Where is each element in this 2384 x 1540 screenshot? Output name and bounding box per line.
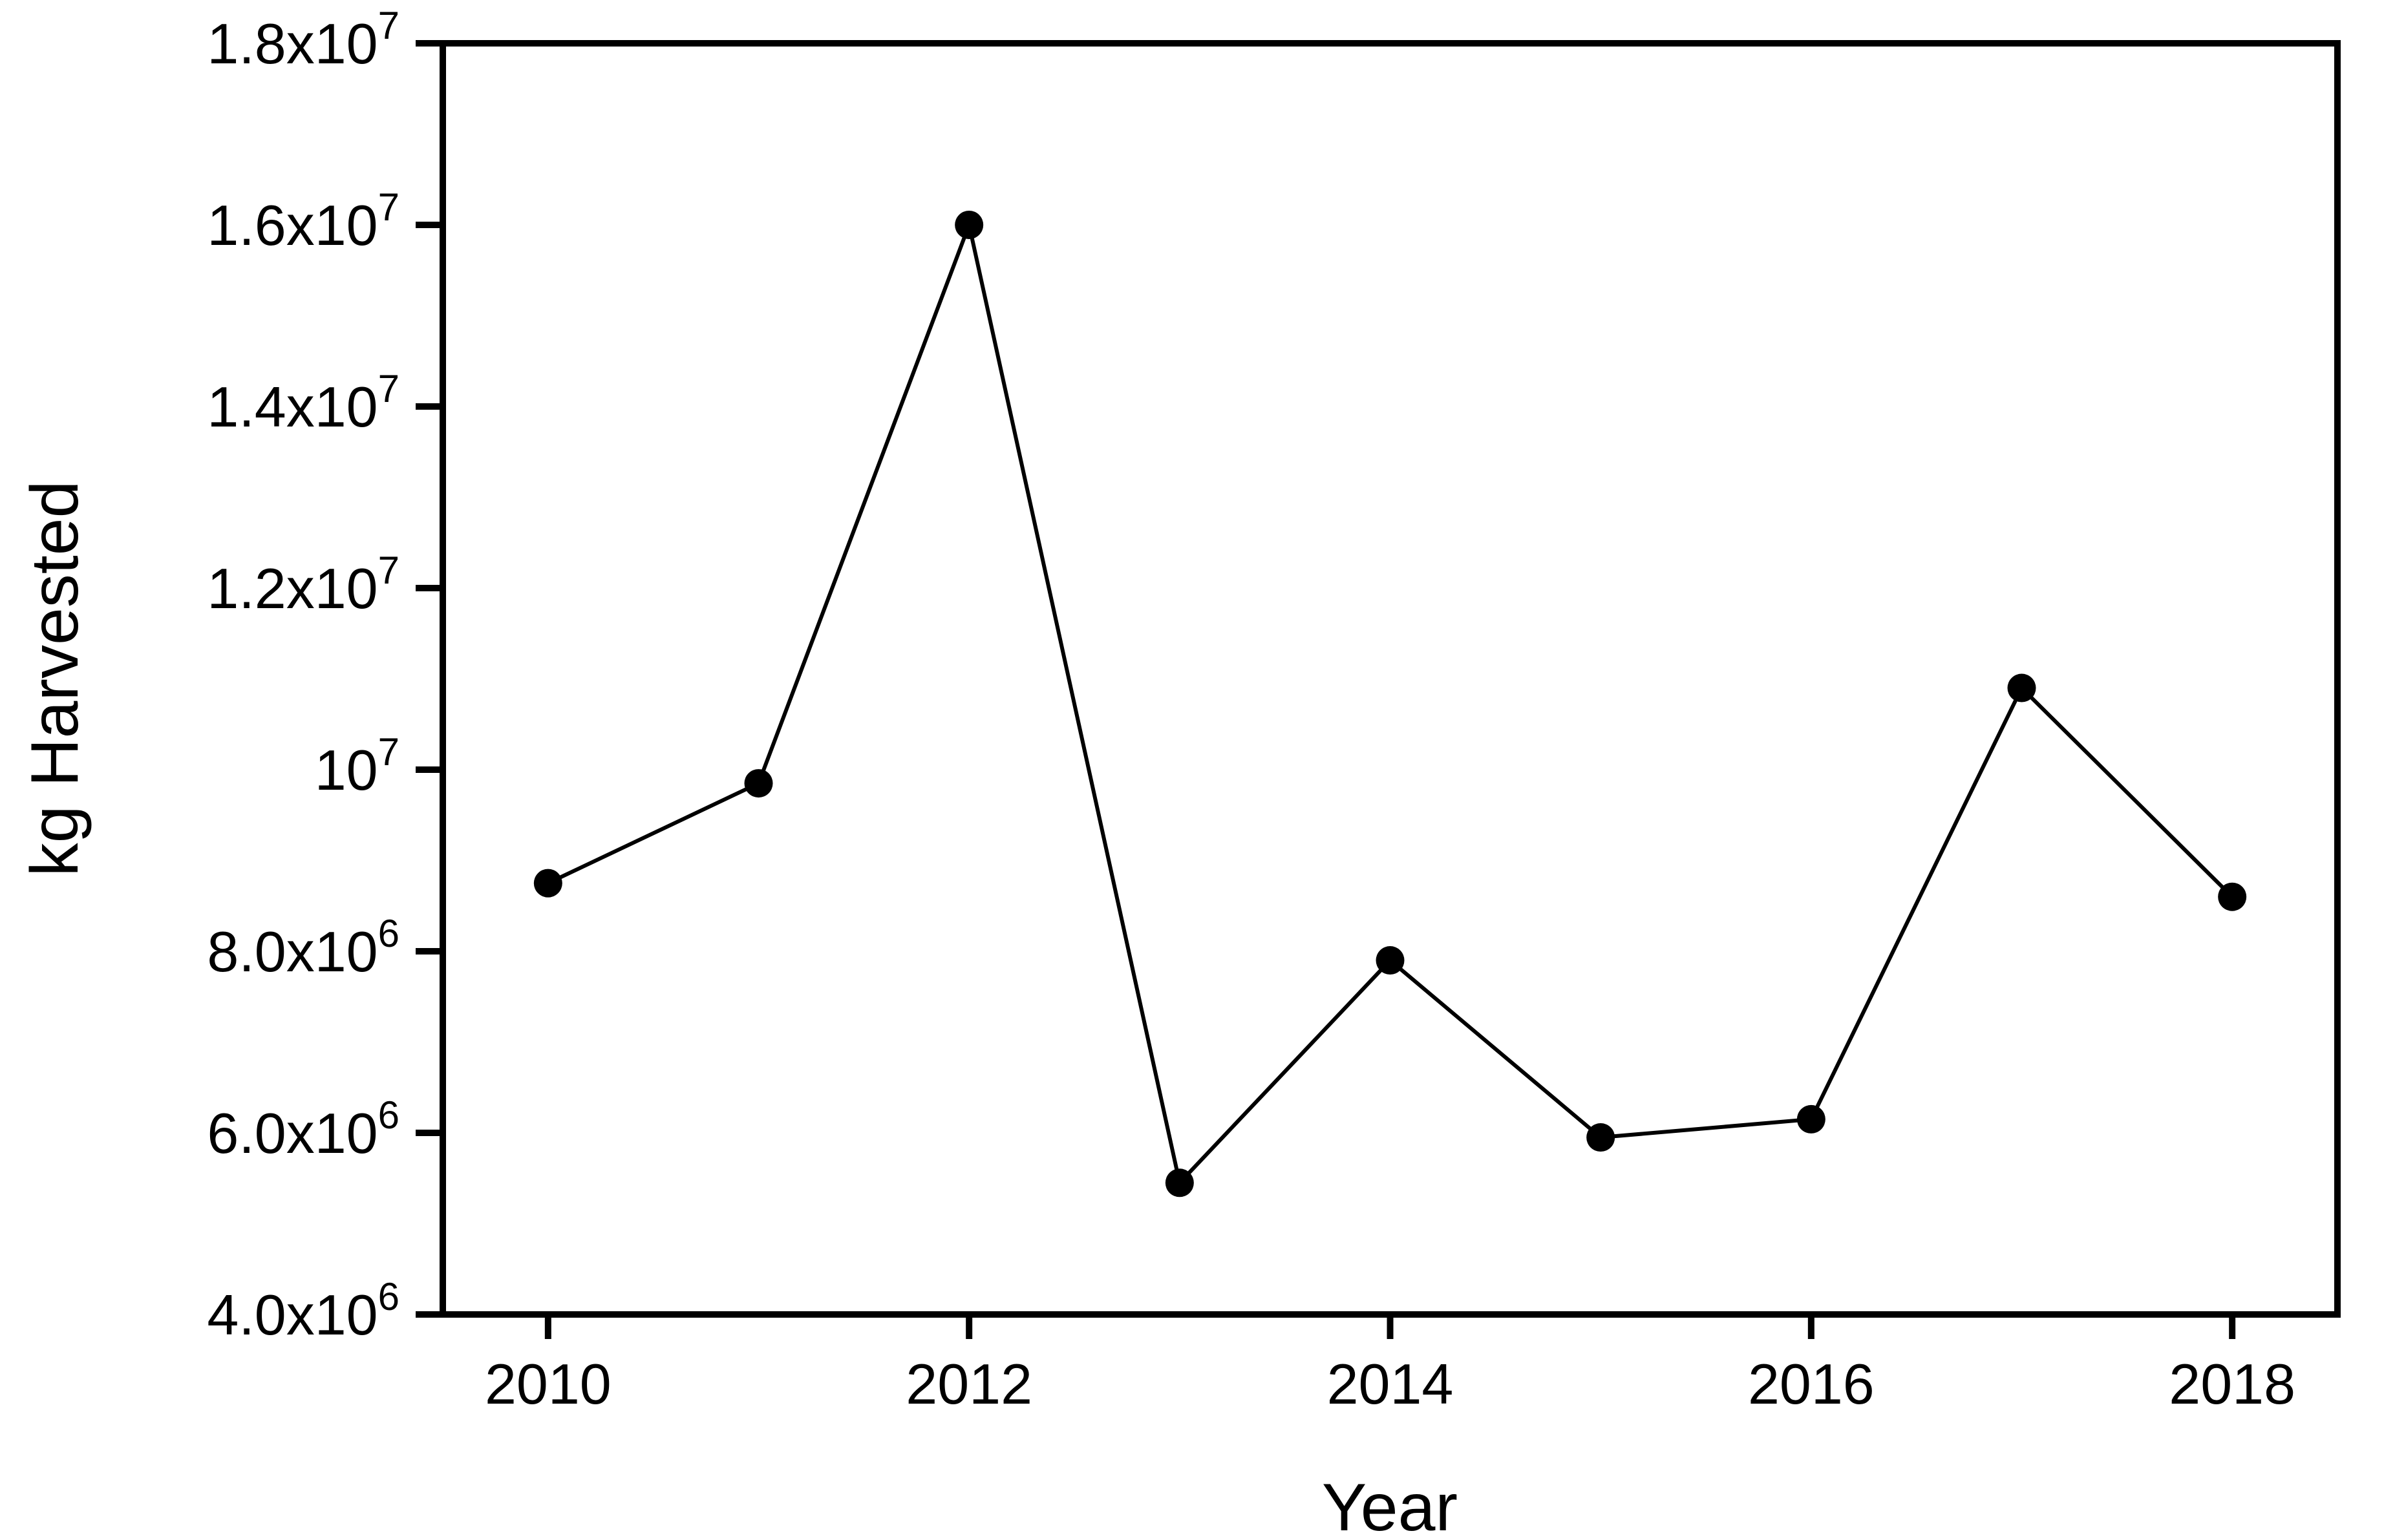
y-tick-label: 1.4x107 [207,367,399,439]
data-point [1586,1123,1615,1152]
plot-area: 1.8x107 1.6x107 1.4x107 1.2x107 107 8.0x106 6.… [207,4,2341,1416]
x-tick-label: 2014 [1327,1352,1454,1416]
x-tick-label: 2012 [906,1352,1032,1416]
y-tick-label: 6.0x106 [207,1093,399,1165]
y-axis-title: kg Harvested [17,481,92,877]
y-tick-label: 8.0x106 [207,912,399,984]
data-point [533,869,562,898]
data-point [2218,882,2247,911]
y-tick-label: 107 [315,730,399,802]
data-line [547,218,2234,1187]
y-tick-label: 4.0x106 [207,1275,399,1347]
y-tick-label: 1.2x107 [207,549,399,620]
data-point [744,769,773,798]
y-tick-label: 1.6x107 [207,185,399,257]
data-point [1796,1104,1825,1134]
data-point [955,211,984,239]
x-tick-label: 2016 [1748,1352,1875,1416]
x-tick-label: 2010 [485,1352,612,1416]
data-point [1165,1168,1194,1197]
plot-frame [440,40,2341,1318]
data-point [2007,673,2036,702]
data-point [1376,946,1405,975]
x-tick-label: 2018 [2169,1352,2295,1416]
y-tick-label: 1.8x107 [207,4,399,76]
x-axis-title: Year [1322,1470,1458,1540]
